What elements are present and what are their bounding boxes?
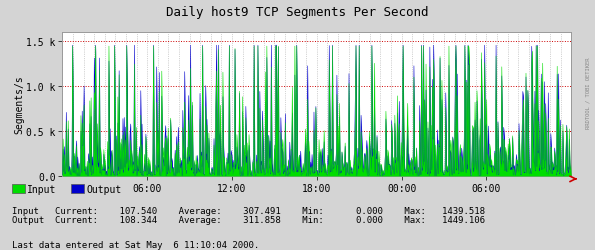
Y-axis label: Segments/s: Segments/s: [15, 75, 25, 134]
Text: Output  Current:    108.344    Average:    311.858    Min:      0.000    Max:   : Output Current: 108.344 Average: 311.858…: [12, 216, 485, 224]
Text: Output: Output: [86, 184, 121, 194]
Text: Input: Input: [27, 184, 56, 194]
Text: Last data entered at Sat May  6 11:10:04 2000.: Last data entered at Sat May 6 11:10:04 …: [12, 240, 259, 249]
Text: RRDTOOL / TOBI OETIKER: RRDTOOL / TOBI OETIKER: [586, 57, 591, 128]
Text: Input   Current:    107.540    Average:    307.491    Min:      0.000    Max:   : Input Current: 107.540 Average: 307.491 …: [12, 206, 485, 215]
Text: Daily host9 TCP Segments Per Second: Daily host9 TCP Segments Per Second: [166, 6, 429, 19]
